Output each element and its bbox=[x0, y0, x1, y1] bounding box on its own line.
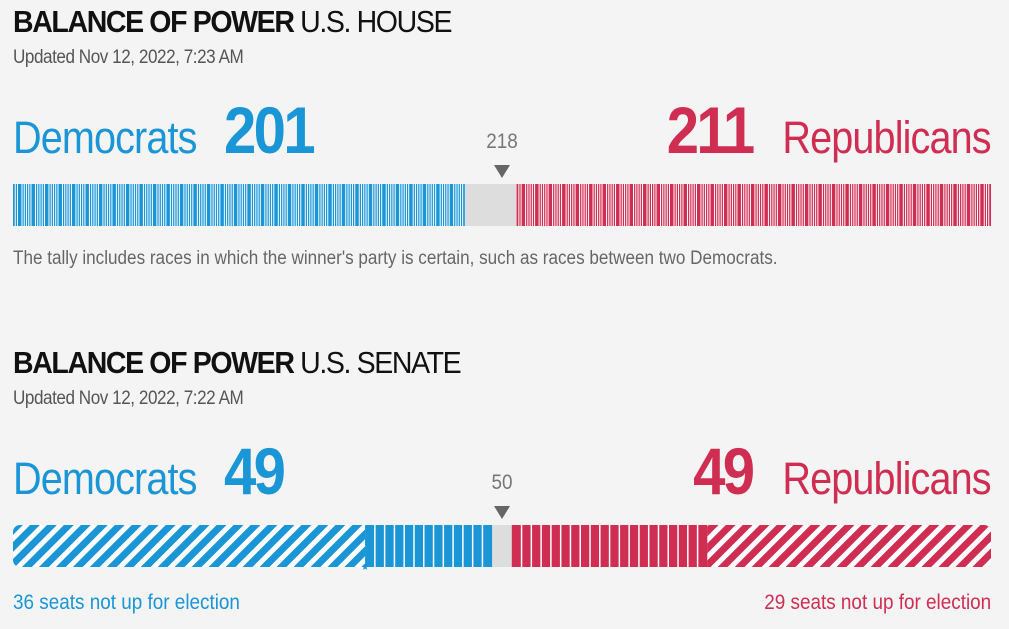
house-majority-label: 218 bbox=[486, 130, 518, 153]
house-rep-summary: 211 Republicans bbox=[655, 92, 992, 168]
senate-rep-summary: 49 Republicans bbox=[685, 433, 992, 509]
house-dem-count: 201 bbox=[223, 93, 316, 167]
house-note: The tally includes races in which the wi… bbox=[13, 248, 778, 269]
house-dem-summary: Democrats 201 bbox=[13, 92, 325, 168]
bar-segment-undecided[interactable] bbox=[492, 525, 512, 567]
senate-majority-label: 50 bbox=[491, 471, 513, 494]
senate-not-up-boundary-star-icon: ★ bbox=[361, 562, 370, 572]
senate-seat-bar[interactable] bbox=[13, 525, 991, 567]
house-dem-name: Democrats bbox=[13, 112, 197, 163]
senate-dem-name: Democrats bbox=[13, 453, 197, 504]
house-rep-count: 211 bbox=[666, 93, 755, 167]
senate-dem-summary: Democrats 49 bbox=[13, 433, 291, 509]
house-majority-marker bbox=[494, 165, 510, 178]
house-rep-name: Republicans bbox=[782, 112, 992, 163]
senate-rep-count: 49 bbox=[693, 434, 755, 508]
house-title-bold: BALANCE OF POWER bbox=[13, 4, 295, 39]
senate-title-light: U.S. SENATE bbox=[300, 345, 462, 380]
bar-segment-democrats[interactable] bbox=[365, 525, 493, 567]
house-updated-timestamp: Updated Nov 12, 2022, 7:23 AM bbox=[13, 47, 244, 68]
bar-segment-undecided[interactable] bbox=[464, 184, 517, 226]
senate-updated-timestamp: Updated Nov 12, 2022, 7:22 AM bbox=[13, 388, 244, 409]
house-seat-bar[interactable] bbox=[13, 184, 991, 226]
senate-dem-count: 49 bbox=[223, 434, 286, 508]
bar-segment-republicans[interactable] bbox=[516, 184, 991, 226]
house-title: BALANCE OF POWER U.S. HOUSE bbox=[13, 4, 453, 40]
bar-segment-democrats[interactable] bbox=[13, 184, 465, 226]
senate-title-bold: BALANCE OF POWER bbox=[13, 345, 295, 380]
senate-rep-not-up-label: 29 seats not up for election bbox=[764, 591, 991, 614]
senate-majority-marker bbox=[494, 506, 510, 519]
senate-title: BALANCE OF POWER U.S. SENATE bbox=[13, 345, 462, 381]
bar-segment-democrats-not-up-for-election[interactable] bbox=[13, 525, 366, 567]
bar-segment-republicans-not-up-for-election[interactable] bbox=[707, 525, 991, 567]
house-title-light: U.S. HOUSE bbox=[300, 4, 452, 39]
senate-dem-not-up-label: 36 seats not up for election bbox=[13, 591, 240, 614]
senate-rep-name: Republicans bbox=[782, 453, 992, 504]
